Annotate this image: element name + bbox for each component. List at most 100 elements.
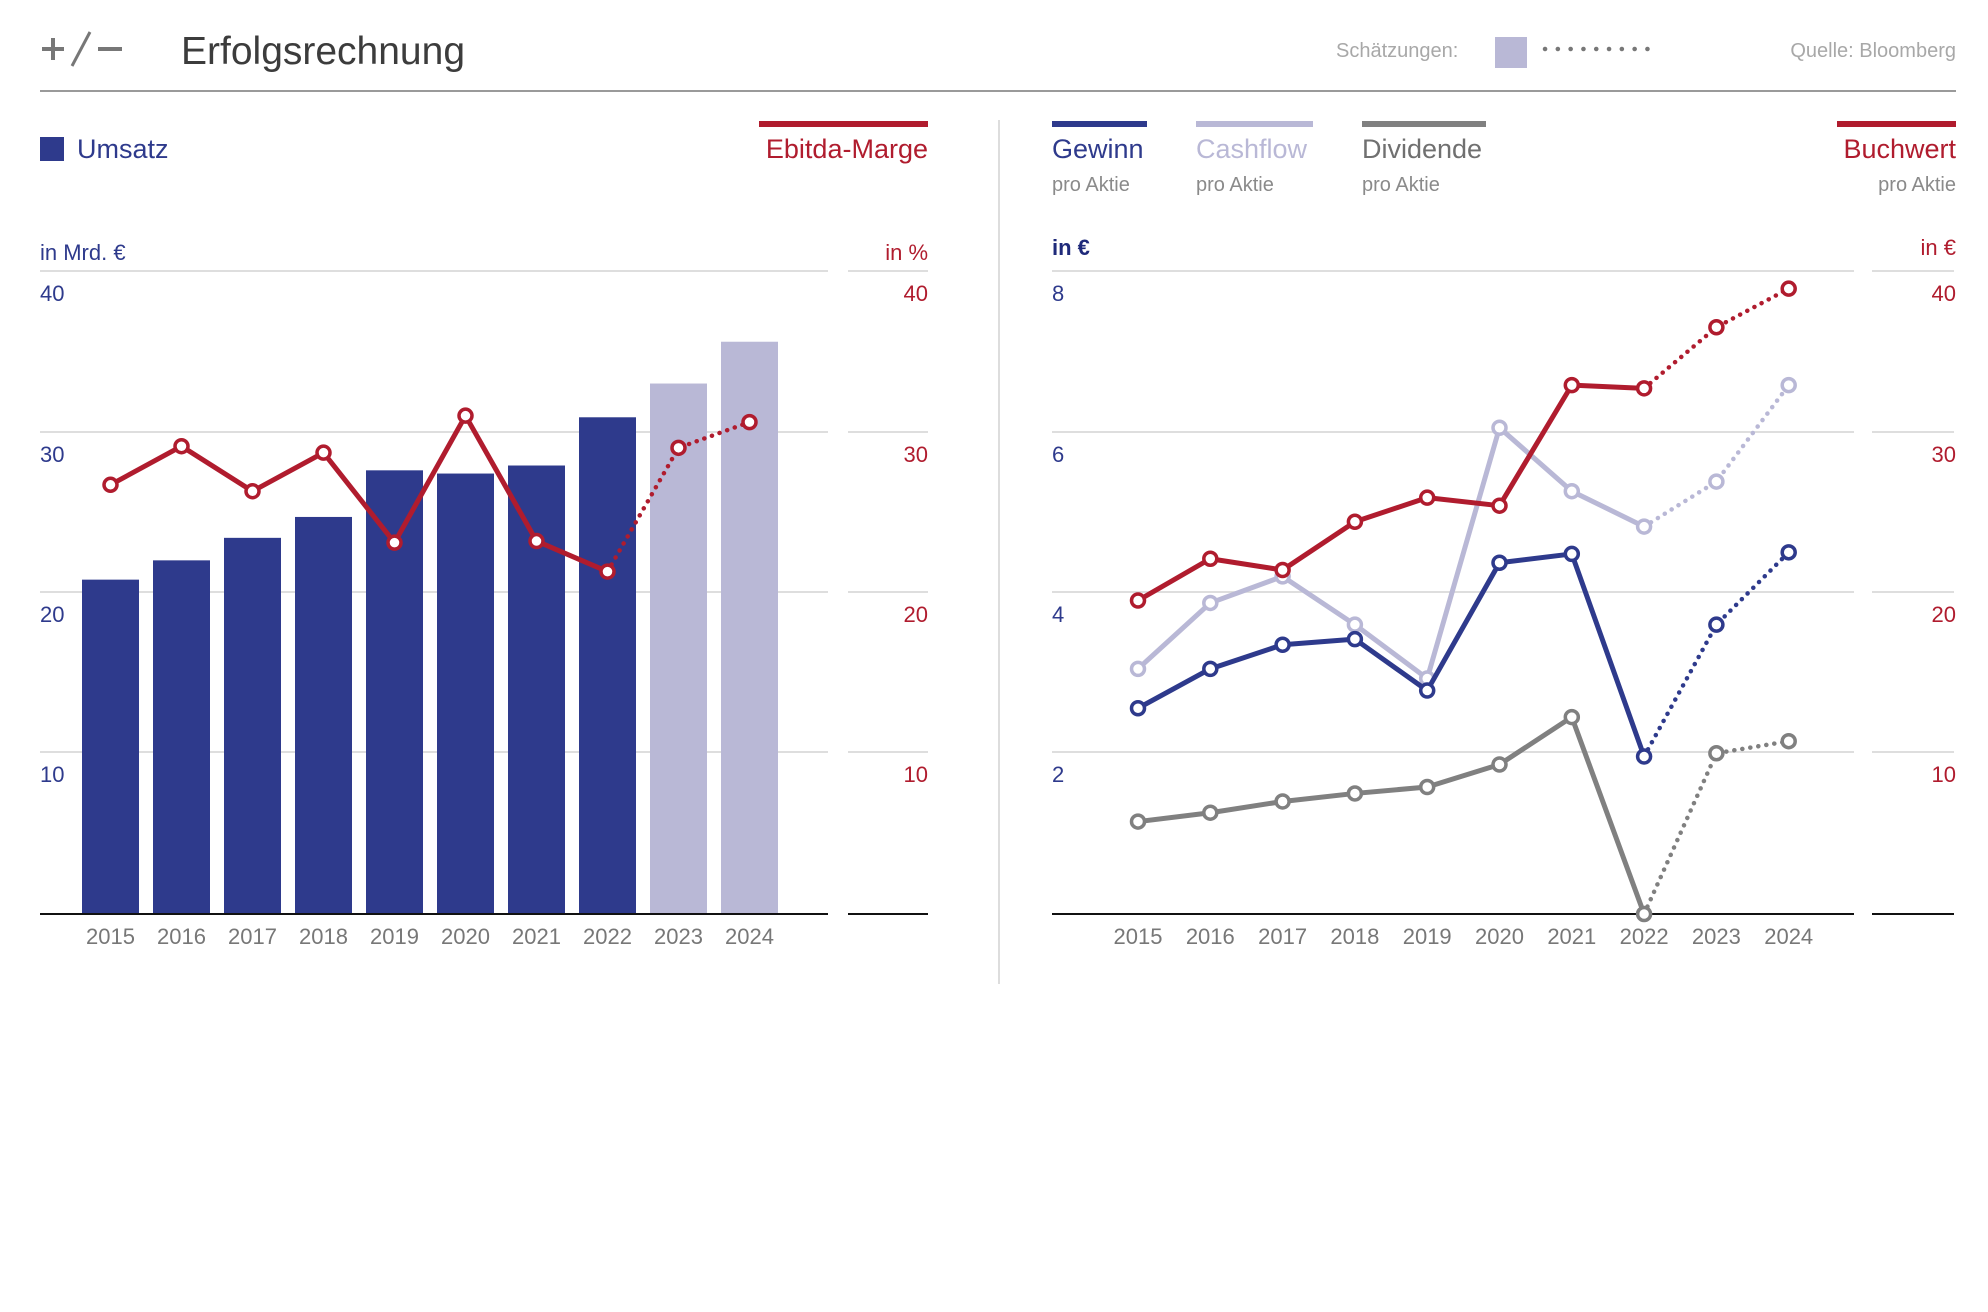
chart2-x-tick-label: 2022 [1620,924,1669,949]
chart2-x-tick-label: 2016 [1186,924,1235,949]
chart2-point-gewinn-2018 [1346,630,1364,648]
chart2-point-cashflow-2015 [1129,660,1147,678]
chart1-x-tick-label: 2020 [441,924,490,949]
ebitda-legend-bar [759,121,928,127]
chart2-line-cashflow [1135,425,1647,682]
chart2-point-buchwert-2015 [1129,592,1147,609]
chart1-right-tick-label: 20 [904,602,928,627]
chart2-point-buchwert-2017 [1274,561,1291,579]
chart2-right-tick-label: 30 [1932,442,1956,467]
chart1-x-tick-label: 2017 [228,924,277,949]
chart1-left-axis-unit: in Mrd. € [40,240,126,265]
chart1-x-tick-label: 2024 [725,924,774,949]
chart1-left-tick-label: 10 [40,762,64,787]
chart2-point-dividende-2017 [1274,793,1291,810]
chart1-right-axis-unit: in % [885,240,928,265]
chart2-line-gewinn-estimate [1641,550,1791,759]
chart1-line-ebitda-marge [108,413,610,575]
chart1-x-tick-label: 2015 [86,924,135,949]
chart2-x-tick-label: 2020 [1475,924,1524,949]
chart2-x-tick-label: 2023 [1692,924,1741,949]
dividende-legend-sub: pro Aktie [1362,174,1440,196]
umsatz-legend-swatch [40,137,64,161]
cashflow-legend-bar [1196,121,1313,127]
chart2-point-gewinn-2024 [1780,544,1797,561]
chart2-point-dividende-2024 [1780,732,1797,750]
panel-divider [998,120,1000,984]
page-title: Erfolgsrechnung [181,30,466,73]
chart1-point-ebitda-marge-2016 [173,437,190,455]
chart2-point-dividende-2016 [1202,804,1219,821]
chart1-right-tick-label: 30 [904,442,928,467]
cashflow-legend-label: Cashflow [1196,134,1308,164]
chart1-x-tick-label: 2021 [512,924,561,949]
chart2-point-dividende-2019 [1418,778,1436,796]
chart2-line-buchwert [1135,382,1647,604]
plus-slash-minus-logo [42,31,122,67]
chart1-point-ebitda-marge-2023 [670,439,687,457]
gewinn-legend-sub: pro Aktie [1052,174,1130,196]
chart1-x-tick-label: 2019 [370,924,419,949]
chart2-point-buchwert-2024 [1780,280,1797,297]
chart2-point-dividende-2018 [1346,785,1364,802]
chart1-bar-umsatz-2020 [437,473,494,914]
umsatz-legend-label: Umsatz [77,134,169,164]
chart2-x-tick-label: 2015 [1114,924,1163,949]
chart1-right-tick-label: 40 [904,281,928,306]
gewinn-legend-bar [1052,121,1147,127]
chart2-point-buchwert-2019 [1418,489,1436,506]
chart2-left-tick-label: 4 [1052,602,1064,627]
source-note: Quelle: Bloomberg [1790,40,1956,62]
chart2-x-tick-label: 2019 [1403,924,1452,949]
chart1-bar-umsatz-2023 [650,383,707,914]
chart2-left-axis-unit: in € [1052,235,1090,260]
header: Erfolgsrechnung Schätzungen: Quelle: Blo… [40,24,1956,92]
estimates-bar-swatch [1495,37,1527,68]
chart1-x-tick-label: 2022 [583,924,632,949]
chart2-point-gewinn-2017 [1274,636,1291,653]
chart2-point-buchwert-2020 [1491,497,1508,514]
chart2-point-gewinn-2022 [1635,748,1653,765]
chart2-line-cashflow-estimate [1641,382,1791,529]
chart1-right-tick-label: 10 [904,762,928,787]
chart1-bar-umsatz-2015 [82,579,139,914]
chart2-point-buchwert-2022 [1635,380,1653,397]
chart2-point-cashflow-2022 [1635,518,1653,535]
chart1-bar-umsatz-2016 [153,560,210,914]
chart2-point-dividende-2015 [1129,813,1147,830]
chart1-point-ebitda-marge-2019 [386,534,403,551]
chart1-bar-umsatz-2021 [508,465,565,914]
chart2-left-tick-label: 6 [1052,442,1064,467]
buchwert-legend-bar [1837,121,1956,127]
chart1-left-tick-label: 40 [40,281,64,306]
chart2-point-gewinn-2019 [1418,682,1436,699]
chart2-point-gewinn-2016 [1202,660,1219,678]
estimates-dotted-line-swatch [1542,46,1652,52]
chart1-x-tick-label: 2023 [654,924,703,949]
chart2-point-dividende-2020 [1491,756,1508,773]
chart2-point-gewinn-2021 [1563,545,1581,563]
chart2-right-axis-unit: in € [1921,235,1956,260]
chart1-bar-umsatz-2017 [224,537,281,914]
dividende-legend-label: Dividende [1362,134,1483,164]
chart1-point-ebitda-marge-2017 [244,482,261,500]
chart2-point-buchwert-2023 [1708,319,1725,336]
chart2-x-tick-label: 2017 [1258,924,1307,949]
chart1-x-tick-label: 2016 [157,924,206,949]
chart2-point-dividende-2022 [1635,905,1653,923]
chart1-line-ebitda-marge-estimate [605,419,752,574]
chart2-point-dividende-2023 [1708,745,1725,762]
chart2-point-cashflow-2018 [1346,616,1364,633]
chart2-line-dividende-estimate [1641,738,1791,917]
chart1-bar-umsatz-2018 [295,516,352,914]
cashflow-legend-sub: pro Aktie [1196,174,1274,196]
chart2-point-gewinn-2023 [1708,616,1725,633]
chart2-point-cashflow-2024 [1780,376,1797,394]
chart1-left-tick-label: 20 [40,602,64,627]
chart1-bar-umsatz-2022 [579,417,636,914]
chart1-point-ebitda-marge-2022 [599,563,616,580]
chart2-left-tick-label: 2 [1052,762,1064,787]
chart2-left-tick-label: 8 [1052,281,1064,306]
